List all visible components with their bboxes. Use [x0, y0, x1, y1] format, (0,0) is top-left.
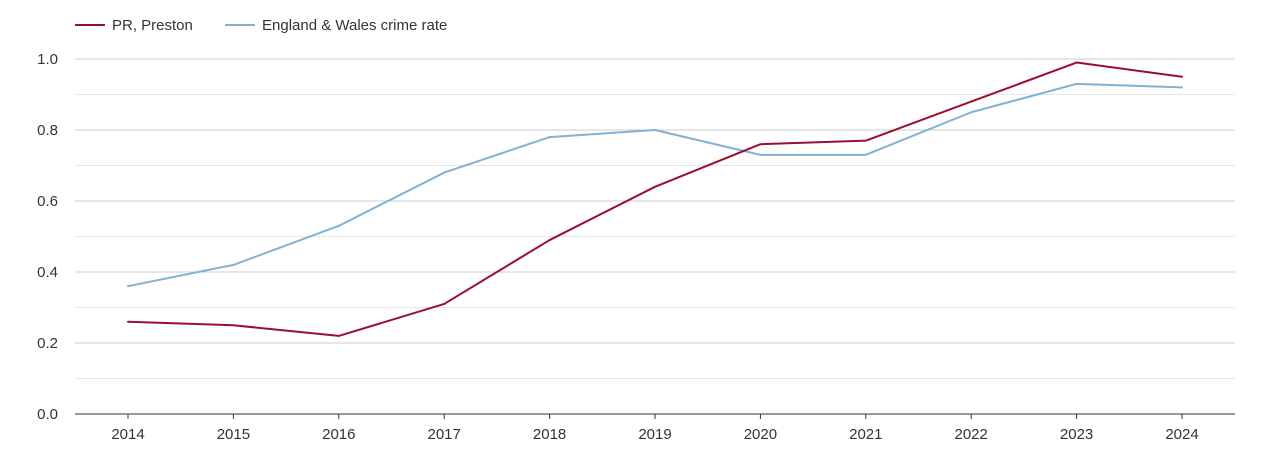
gridlines: [75, 58, 1235, 379]
y-tick-label: 0.8: [37, 122, 58, 139]
data-point-england-wales: [654, 129, 656, 131]
data-point-england-wales: [548, 136, 551, 138]
x-tick-label: 2018: [533, 426, 566, 443]
x-tick-label: 2015: [217, 426, 250, 443]
y-tick-label: 0.4: [37, 264, 58, 281]
series-lines: [127, 61, 1183, 337]
x-axis-ticks: 2014 2015 2016 2017 2018 2019 2020 2021 2022 2023…: [111, 414, 1199, 443]
data-point-england-wales: [443, 171, 446, 174]
y-tick-label: 1.0: [37, 51, 58, 68]
y-tick-label: 0.2: [37, 335, 58, 352]
x-tick-label: 2024: [1165, 426, 1198, 443]
y-tick-label: 0.0: [37, 406, 58, 423]
x-tick-label: 2014: [111, 426, 144, 443]
data-point-england-wales: [759, 154, 762, 156]
x-tick-label: 2022: [955, 426, 988, 443]
data-point-england-wales: [338, 225, 340, 227]
data-point-england-wales: [127, 285, 129, 288]
series-line-england-wales: [127, 82, 1183, 288]
data-point-pr-preston: [1181, 75, 1183, 78]
data-point-pr-preston: [232, 324, 235, 327]
data-point-pr-preston: [970, 100, 972, 103]
series-line-pr-preston: [127, 61, 1183, 337]
data-point-pr-preston: [443, 303, 446, 305]
data-point-pr-preston: [548, 239, 551, 241]
legend: PR, Preston England & Wales crime rate: [75, 17, 447, 34]
x-tick-label: 2021: [849, 426, 882, 443]
data-point-pr-preston: [1075, 61, 1078, 64]
x-tick-label: 2017: [428, 426, 461, 443]
data-point-pr-preston: [654, 186, 656, 188]
data-point-pr-preston: [338, 335, 340, 337]
data-point-england-wales: [1075, 83, 1078, 85]
data-point-pr-preston: [759, 143, 762, 145]
data-point-england-wales: [232, 264, 235, 266]
x-tick-label: 2016: [322, 426, 355, 443]
x-tick-label: 2020: [744, 426, 777, 443]
y-axis-ticks: 0.0 0.2 0.4 0.6 0.8 1.0: [37, 51, 58, 423]
data-point-pr-preston: [865, 139, 867, 142]
data-point-england-wales: [1181, 86, 1183, 89]
legend-label-england-wales: England & Wales crime rate: [262, 17, 447, 34]
legend-label-pr-preston: PR, Preston: [112, 17, 193, 34]
data-point-england-wales: [970, 111, 972, 114]
data-point-england-wales: [865, 154, 867, 156]
y-tick-label: 0.6: [37, 193, 58, 210]
x-tick-label: 2019: [638, 426, 671, 443]
x-tick-label: 2023: [1060, 426, 1093, 443]
data-point-pr-preston: [127, 320, 129, 323]
